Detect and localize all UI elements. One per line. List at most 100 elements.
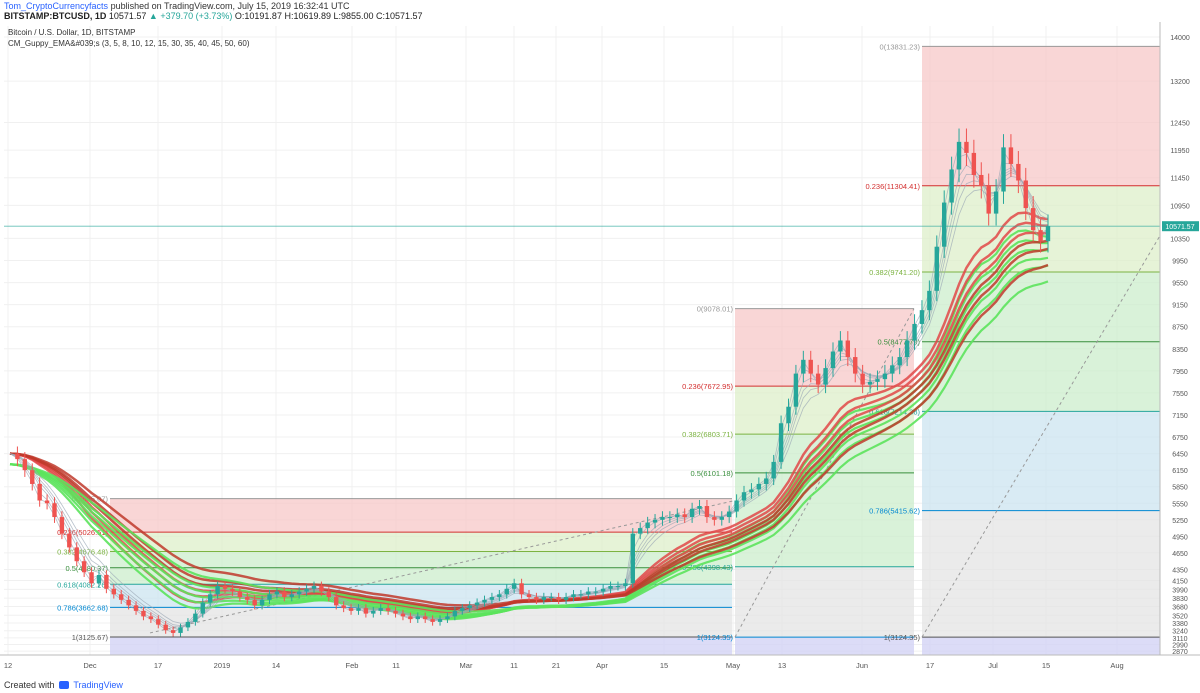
price-tick-label: 10950 <box>1170 203 1190 210</box>
footer-text: Created with TradingView <box>4 680 123 690</box>
trend-line <box>149 500 736 634</box>
time-tick-label: 11 <box>510 661 518 670</box>
price-tick-label: 13200 <box>1170 79 1190 86</box>
candle-body <box>460 608 465 611</box>
candle-body <box>30 470 35 484</box>
price-tick-label: 9950 <box>1172 258 1188 265</box>
candle-body <box>482 599 487 603</box>
price-tick-label: 8750 <box>1172 325 1188 332</box>
legend-indicator: CM_Guppy_EMA&#039;s (3, 5, 8, 10, 12, 15… <box>8 39 250 48</box>
candle-body <box>697 506 702 509</box>
candle-body <box>756 483 762 490</box>
candle-body <box>556 597 561 600</box>
price-axis-bg <box>1160 22 1200 677</box>
symbol-label: BITSTAMP:BTCUSD, 1D <box>4 11 107 21</box>
price-tick-label: 6450 <box>1172 452 1188 459</box>
price-change: ▲ +379.70 (+3.73%) <box>148 11 233 21</box>
candle-body <box>133 605 139 611</box>
tradingview-brand[interactable]: TradingView <box>73 680 123 690</box>
fib-level-label: 0.618(4082.26) <box>57 580 108 589</box>
candle-body <box>408 616 413 620</box>
candle-body <box>808 359 813 374</box>
candle-body <box>912 323 917 341</box>
candle-body <box>1030 208 1036 231</box>
candle-body <box>586 591 591 595</box>
last-price: 10571.57 <box>108 11 147 21</box>
time-tick-label: Apr <box>596 661 608 670</box>
candle-body <box>993 191 999 214</box>
candle-body <box>452 610 458 617</box>
time-tick-label: Jun <box>856 661 868 670</box>
price-tick-label: 6750 <box>1172 435 1188 442</box>
candle-body <box>67 533 72 548</box>
price-axis: 14000 13200 12450 11950 11450 10950 10350 9950 9… <box>1159 22 1200 677</box>
author-link[interactable]: Tom_CryptoCurrencyfacts <box>4 1 109 11</box>
fib-level-label: 0.382(9741.20) <box>869 268 920 277</box>
candle-body <box>578 594 584 596</box>
tradingview-logo-icon <box>59 681 70 689</box>
fib-retracement-1: 0(5635.07)0.236(5026.51)0.382(4676.48)0.… <box>57 495 732 655</box>
candle-body <box>853 357 858 374</box>
candle-body <box>904 340 910 358</box>
price-chart[interactable]: 0(5635.07)0.236(5026.51)0.382(4676.48)0.… <box>0 22 1200 677</box>
fib-level-label: 0(9078.01) <box>697 305 734 314</box>
price-tick-label: 3240 <box>1172 629 1188 636</box>
candle-body <box>660 517 665 520</box>
candle-body <box>1001 147 1006 192</box>
price-tick-label: 5850 <box>1172 485 1188 492</box>
candle-body <box>860 373 865 385</box>
time-tick-label: Aug <box>1110 661 1123 670</box>
candle-body <box>638 528 643 534</box>
fib-level-label: 0.236(7672.95) <box>682 382 733 391</box>
fib-level-label: 0.786(4398.43) <box>682 563 733 572</box>
price-tick-label: 3680 <box>1172 604 1188 611</box>
candle-body <box>771 461 776 479</box>
candle-body <box>111 588 116 595</box>
price-tick-label: 3110 <box>1172 636 1187 643</box>
candle-body <box>645 522 650 529</box>
candle-body <box>259 599 265 606</box>
candle-body <box>786 406 791 424</box>
footer: Created with TradingView <box>0 677 1200 693</box>
fib-level-label: 0.382(6803.71) <box>682 430 733 439</box>
candle-body <box>170 630 176 633</box>
time-tick-label: Jul <box>988 661 998 670</box>
price-tick-label: 3520 <box>1172 613 1188 620</box>
fib-level-label: 0.5(4380.37) <box>65 564 108 573</box>
candle-body <box>1038 230 1043 242</box>
price-tick-label: 7550 <box>1172 391 1188 398</box>
fib-level-label: 1(3124.35) <box>697 633 734 642</box>
candle-body <box>823 368 828 385</box>
candle-body <box>764 478 769 484</box>
fib-level-label: 1(3124.35) <box>884 633 921 642</box>
candle-body <box>200 602 205 614</box>
candle-body <box>319 586 324 592</box>
candle-body <box>37 483 42 501</box>
candle-body <box>704 506 710 518</box>
candle-body <box>423 616 428 620</box>
candle-body <box>215 586 220 595</box>
candle-body <box>1045 226 1051 242</box>
price-tick-label: 4150 <box>1172 579 1188 586</box>
price-tick-label: 6150 <box>1172 468 1188 475</box>
candle-body <box>689 508 695 518</box>
fib-level-label: 0.236(5026.51) <box>57 528 108 537</box>
price-tick-label: 4650 <box>1172 551 1188 558</box>
time-tick-label: May <box>726 661 740 670</box>
fib-level-label: 0.786(5415.62) <box>869 507 920 516</box>
price-tick-label: 5250 <box>1172 518 1188 525</box>
time-tick-label: 13 <box>778 661 786 670</box>
price-tick-label: 11950 <box>1171 148 1190 155</box>
candle-body <box>22 459 28 471</box>
candle-body <box>504 588 509 595</box>
candle-body <box>623 583 628 587</box>
candle-body <box>964 141 969 153</box>
candle-body <box>311 586 317 589</box>
price-tick-label: 3990 <box>1172 587 1188 594</box>
candle-body <box>675 514 680 518</box>
candle-body <box>163 624 168 631</box>
candle-body <box>207 594 213 603</box>
fib-level-label: 0.786(3662.68) <box>57 603 108 612</box>
candle-body <box>986 186 991 214</box>
fib-zone <box>110 498 732 533</box>
